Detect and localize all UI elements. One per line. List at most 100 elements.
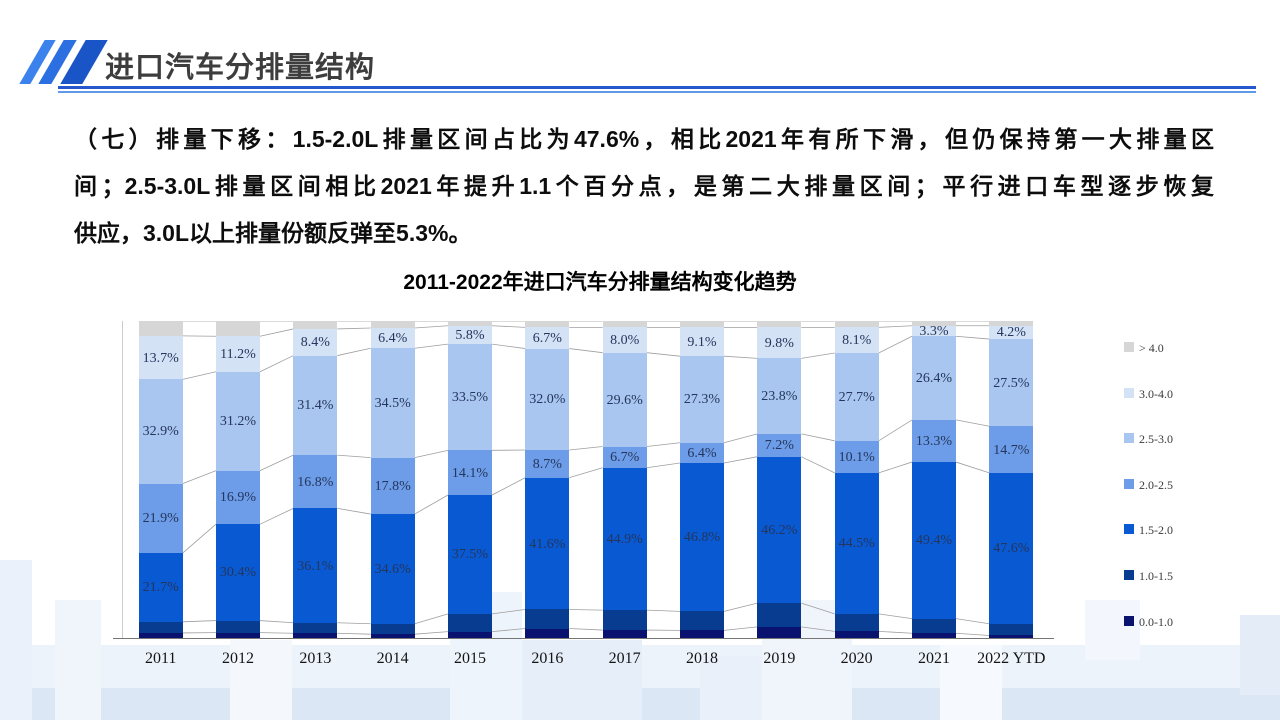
header-rule-primary — [58, 86, 1256, 89]
x-tick: 2013 — [299, 650, 332, 667]
bar-segment — [912, 325, 956, 337]
segment-label: 6.7% — [532, 330, 562, 346]
bar-2011: 21.7% 21.9% 32.9% 13.7% — [138, 321, 183, 638]
bar-segment — [602, 352, 647, 447]
legend-swatch-icon — [1124, 387, 1134, 398]
bar-segment — [912, 336, 956, 420]
segment-label: 7.2% — [764, 438, 794, 454]
bar-segment — [370, 623, 415, 635]
bar-segment — [448, 321, 492, 326]
bar-segment — [293, 622, 338, 634]
bar-segment — [680, 442, 724, 464]
background-block — [55, 600, 101, 720]
header-stripes-icon — [19, 38, 108, 86]
bar-segment — [834, 631, 879, 638]
bar-segment — [293, 328, 338, 356]
bar-segment — [448, 450, 492, 496]
bar-segment — [216, 632, 260, 638]
bar-segment — [602, 321, 647, 328]
bar-segment — [757, 327, 802, 359]
bar-segment — [602, 630, 647, 638]
segment-label: 14.7% — [993, 442, 1030, 458]
segment-label: 33.5% — [451, 390, 489, 406]
paragraph-line: 供应，3.0L以上排量份额反弹至5.3%。 — [74, 220, 472, 246]
bar-2013: 36.1% 16.8% 31.4% 8.4% — [293, 321, 338, 638]
bar-segment — [525, 327, 570, 349]
segment-label: 36.1% — [297, 558, 334, 574]
legend-item: 2.5-3.0 — [1124, 432, 1173, 478]
segment-label: 29.6% — [606, 392, 643, 408]
x-tick: 2012 — [222, 650, 254, 667]
bar-segment — [293, 321, 338, 329]
legend-swatch-icon — [1124, 524, 1134, 535]
bar-segment — [370, 321, 415, 328]
segment-label: 5.8% — [455, 327, 485, 343]
x-tick: 2017 — [608, 650, 641, 667]
bar-segment — [525, 628, 570, 638]
segment-label: 17.8% — [374, 478, 411, 494]
segment-label: 16.9% — [219, 490, 257, 506]
legend-item: 1.0-1.5 — [1124, 569, 1173, 615]
bar-segment — [757, 603, 802, 627]
bar-segment — [216, 321, 260, 337]
bar-segment — [912, 462, 956, 619]
bar-segment — [989, 635, 1034, 638]
bar-segment — [216, 620, 260, 633]
x-tick: 2019 — [763, 650, 796, 667]
bar-segment — [138, 379, 183, 484]
segment-label: 9.8% — [764, 335, 794, 351]
stacked-bar-plot: 21.7% 21.9% 32.9% 13.7% 30.4% 16.9% 31.2% 11.2%… — [113, 321, 1054, 639]
segment-label: 16.8% — [297, 474, 334, 490]
segment-label: 3.3% — [919, 324, 949, 339]
segment-label: 11.2% — [220, 346, 256, 362]
legend-swatch-icon — [1124, 433, 1134, 444]
bar-segment — [912, 618, 956, 634]
segment-label: 47.6% — [993, 541, 1030, 557]
background-block — [230, 640, 292, 720]
legend-item: 2.0-2.5 — [1124, 478, 1173, 524]
bar-segment — [216, 336, 260, 372]
x-tick: 2011 — [144, 650, 177, 667]
segment-label: 26.4% — [915, 371, 953, 387]
x-tick: 2020 — [840, 650, 873, 667]
bar-segment — [834, 440, 879, 473]
bar-segment — [912, 321, 956, 326]
bar-segment — [834, 472, 879, 614]
segment-label: 34.6% — [374, 561, 411, 577]
y-axis-line — [122, 321, 123, 638]
segment-label: 8.0% — [610, 333, 640, 349]
bar-segment — [293, 455, 338, 509]
legend-label: 3.0-4.0 — [1139, 386, 1173, 401]
bar-segment — [989, 325, 1034, 340]
background-block — [940, 645, 1002, 720]
bar-2017: 44.9% 6.7% 29.6% 8.0% — [602, 321, 647, 638]
legend-swatch-icon — [1124, 569, 1134, 580]
segment-label: 46.8% — [683, 530, 721, 546]
legend-label: 1.0-1.5 — [1139, 568, 1173, 583]
bar-segment — [216, 524, 260, 621]
segment-label: 44.5% — [838, 536, 875, 552]
bar-segment — [912, 419, 956, 463]
bar-segment — [680, 356, 724, 443]
segment-label: 6.7% — [610, 450, 640, 466]
bar-segment — [525, 450, 570, 478]
segment-label: 9.1% — [687, 334, 717, 350]
bar-segment — [138, 553, 183, 622]
segment-label: 37.5% — [451, 547, 489, 563]
bar-segment — [834, 327, 879, 354]
connector-lines — [182, 321, 990, 636]
bar-segment — [370, 514, 415, 624]
bar-2019: 46.2% 7.2% 23.8% 9.8% — [757, 321, 802, 638]
bar-segment — [757, 321, 802, 328]
segment-label: 27.3% — [683, 392, 721, 408]
segment-label: 34.5% — [374, 395, 411, 411]
bar-segment — [138, 621, 183, 633]
header-rule-secondary — [58, 91, 1256, 93]
segment-label: 44.9% — [606, 531, 643, 547]
legend-label: 1.5-2.0 — [1139, 523, 1173, 538]
legend-item: 0.0-1.0 — [1124, 615, 1173, 661]
segment-label: 4.2% — [996, 325, 1026, 341]
bar-2014: 34.6% 17.8% 34.5% 6.4% — [370, 321, 415, 638]
bar-segment — [989, 339, 1034, 427]
